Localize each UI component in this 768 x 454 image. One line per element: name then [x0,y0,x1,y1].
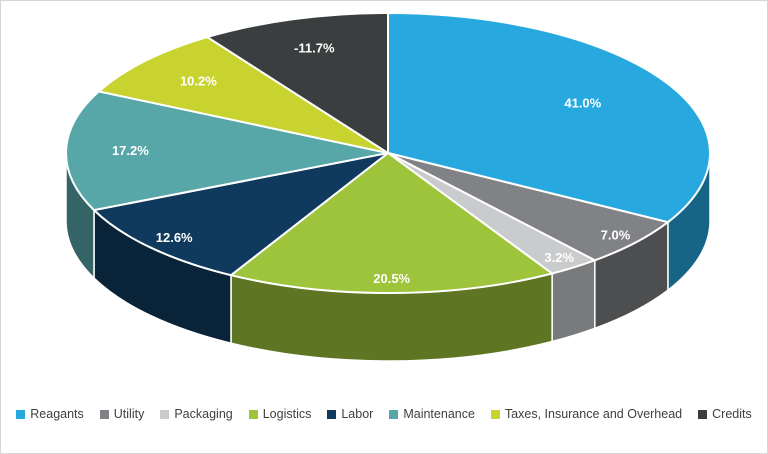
legend-swatch-taxes-insurance-and-overhead [490,409,500,419]
legend-swatch-utility [99,409,109,419]
data-label-reagants: 41.0% [564,96,601,111]
legend-item-labor[interactable]: Labor [327,407,373,421]
pie-slice-labor[interactable] [91,152,389,277]
legend-label-packaging: Packaging [174,407,233,421]
legend-label-labor: Labor [341,407,374,421]
pie-slice-credits[interactable] [204,11,389,155]
data-label-labor: 12.6% [156,230,193,245]
legend-item-maintenance[interactable]: Maintenance [389,407,475,421]
legend-item-logistics[interactable]: Logistics [248,407,312,421]
pie-chart-3d: 41.0% 7.0% 3.2% 20.5% 12.6% 17.2% 10.2% -11.7% [65,11,711,362]
legend-label-credits: Credits [712,407,752,421]
legend-swatch-packaging [160,409,170,419]
legend-item-reagants[interactable]: Reagants [16,407,84,421]
legend-swatch-labor [327,409,337,419]
legend-label-utility: Utility [113,407,145,421]
legend-item-packaging[interactable]: Packaging [160,407,233,421]
pie-slice-maintenance[interactable] [65,90,389,212]
data-label-credits: -11.7% [294,41,335,56]
data-label-logistics: 20.5% [373,271,410,286]
legend-label-maintenance: Maintenance [403,407,475,421]
pie-slice-taxes-insurance-and-overhead[interactable] [96,36,389,154]
legend-label-reagants: Reagants [30,407,84,421]
pie-slice-reagants[interactable] [387,11,711,224]
chart-legend: Reagants Utility Packaging Logistics Labor Ma… [1,407,767,421]
data-label-taxes-insurance-and-overhead: 10.2% [180,73,217,88]
legend-item-credits[interactable]: Credits [698,407,752,421]
data-label-utility: 7.0% [601,228,631,243]
data-label-packaging: 3.2% [544,250,574,265]
legend-label-logistics: Logistics [262,407,312,421]
legend-swatch-credits [698,409,708,419]
legend-label-taxes-insurance-and-overhead: Taxes, Insurance and Overhead [504,407,683,421]
data-label-maintenance: 17.2% [112,143,149,158]
legend-swatch-reagants [16,409,26,419]
legend-swatch-maintenance [389,409,399,419]
legend-swatch-logistics [248,409,258,419]
legend-item-utility[interactable]: Utility [99,407,145,421]
legend-item-taxes-insurance-and-overhead[interactable]: Taxes, Insurance and Overhead [490,407,683,421]
pie-slice-logistics[interactable] [228,151,555,294]
